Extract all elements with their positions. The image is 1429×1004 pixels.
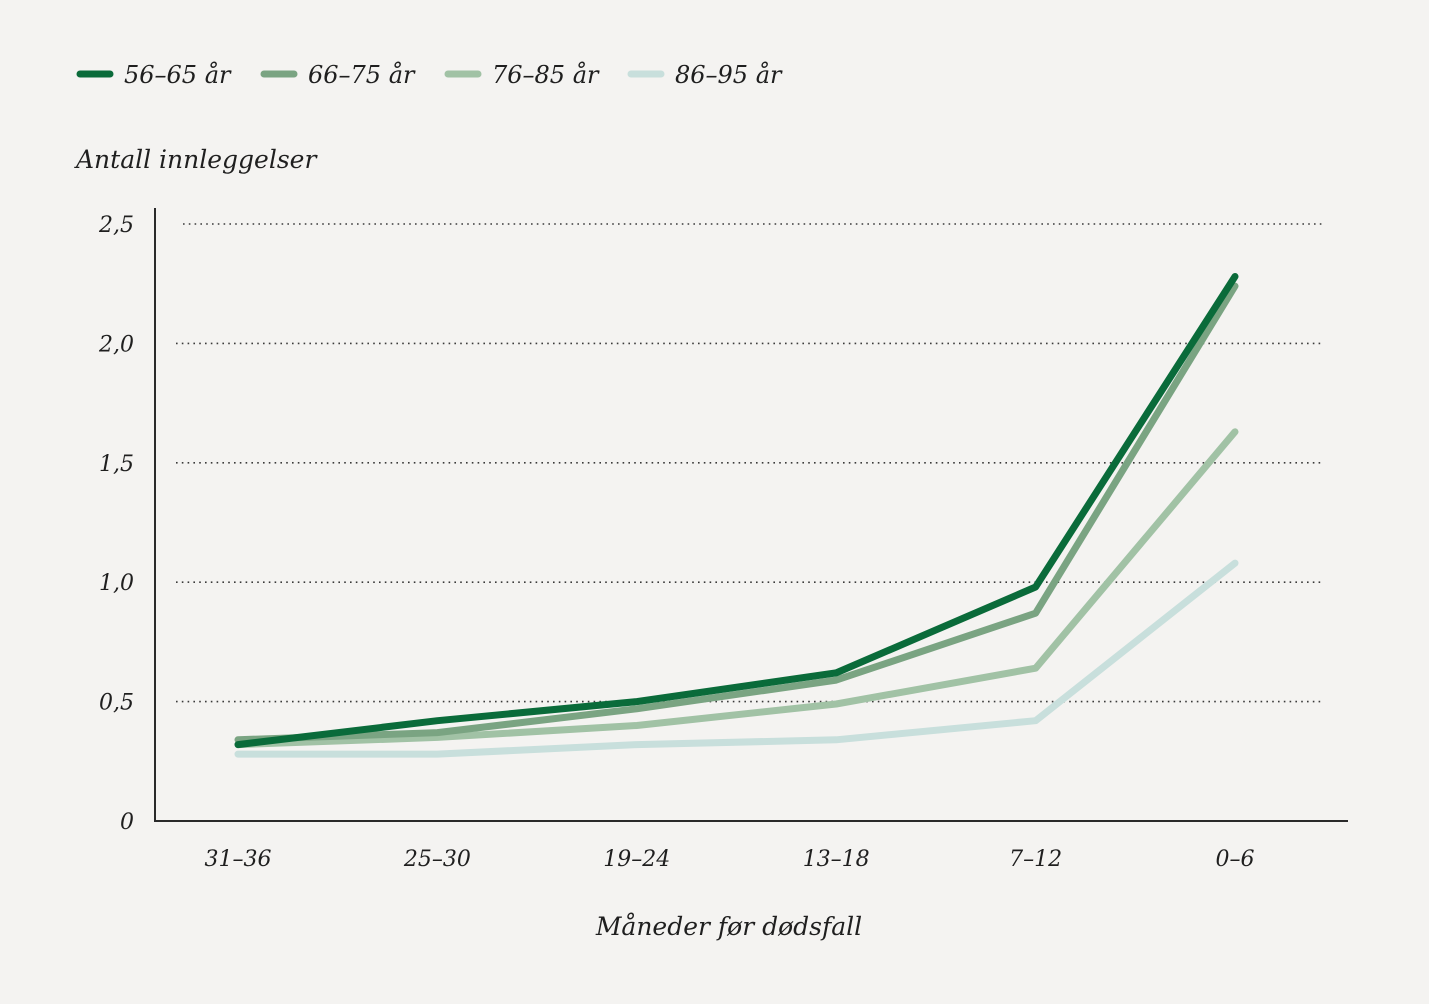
x-tick-label: 31–36	[205, 847, 272, 872]
legend-label: 56–65 år	[124, 60, 232, 89]
y-axis-ticks: 0 0,5 1,0 1,5 2,0 2,5	[98, 213, 134, 835]
series-line	[234, 559, 1239, 758]
y-tick-label: 2,5	[98, 213, 134, 238]
x-tick-label: 25–30	[403, 847, 471, 872]
legend-label: 76–85 år	[492, 60, 600, 89]
series-line	[234, 273, 1239, 749]
y-tick-label: 1,5	[99, 452, 134, 477]
y-tick-label: 0	[120, 810, 134, 835]
series-lines	[234, 273, 1239, 758]
gridlines	[176, 223, 1322, 703]
series-line	[234, 282, 1239, 744]
x-tick-label: 19–24	[603, 847, 670, 872]
series-line	[234, 428, 1239, 749]
y-tick-label: 1,0	[99, 571, 134, 596]
x-axis-title: Måneder før dødsfall	[595, 912, 862, 941]
x-tick-label: 0–6	[1216, 847, 1255, 872]
legend-label: 86–95 år	[675, 60, 783, 89]
x-axis-ticks: 31–36 25–30 19–24 13–18 7–12 0–6	[205, 847, 1255, 872]
axes	[154, 208, 1348, 822]
x-tick-label: 13–18	[803, 847, 870, 872]
x-tick-label: 7–12	[1009, 847, 1062, 872]
legend-label: 66–75 år	[308, 60, 416, 89]
y-tick-label: 0,5	[99, 691, 134, 716]
chart-legend: 56–65 år 66–75 år 76–85 år 86–95 år	[76, 60, 783, 89]
y-tick-label: 2,0	[98, 332, 134, 357]
y-axis-title: Antall innleggelser	[74, 145, 318, 174]
